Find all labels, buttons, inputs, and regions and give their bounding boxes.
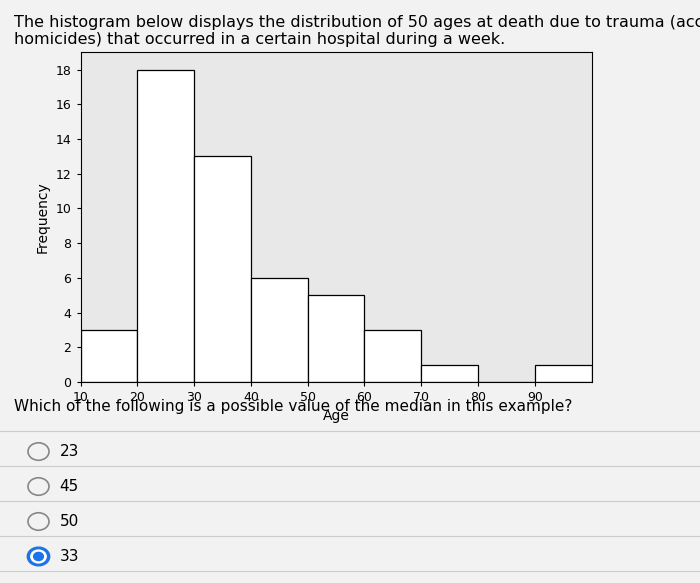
Text: 50: 50 bbox=[60, 514, 78, 529]
Bar bbox=[137, 70, 194, 382]
Text: homicides) that occurred in a certain hospital during a week.: homicides) that occurred in a certain ho… bbox=[14, 32, 505, 47]
Text: The histogram below displays the distribution of 50 ages at death due to trauma : The histogram below displays the distrib… bbox=[14, 15, 700, 30]
Bar bbox=[535, 364, 591, 382]
Bar bbox=[307, 295, 365, 382]
Text: 33: 33 bbox=[60, 549, 79, 564]
Text: 45: 45 bbox=[60, 479, 78, 494]
Y-axis label: Frequency: Frequency bbox=[36, 181, 50, 253]
Bar bbox=[251, 278, 307, 382]
Bar bbox=[365, 330, 421, 382]
Bar bbox=[80, 330, 137, 382]
Text: 23: 23 bbox=[60, 444, 79, 459]
Text: Which of the following is a possible value of the median in this example?: Which of the following is a possible val… bbox=[14, 399, 573, 415]
X-axis label: Age: Age bbox=[323, 409, 349, 423]
Bar bbox=[421, 364, 478, 382]
Bar bbox=[194, 156, 251, 382]
